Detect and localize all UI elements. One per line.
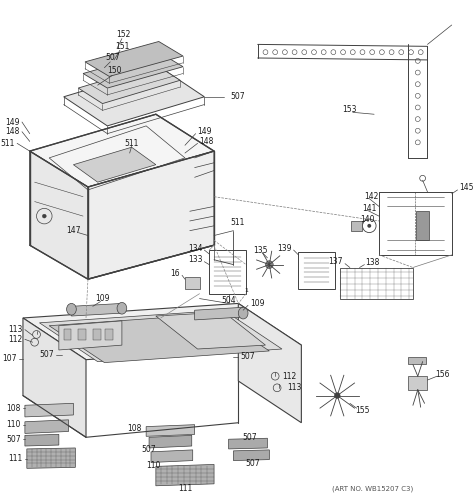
Text: 113: 113 xyxy=(287,384,301,392)
Text: 108: 108 xyxy=(7,404,21,413)
Polygon shape xyxy=(25,403,73,417)
Text: 135: 135 xyxy=(254,245,268,255)
Bar xyxy=(105,329,113,340)
Text: 111: 111 xyxy=(9,454,23,463)
Text: 138: 138 xyxy=(365,258,379,267)
Circle shape xyxy=(265,261,273,269)
Text: 145: 145 xyxy=(459,182,474,192)
Bar xyxy=(78,329,86,340)
Circle shape xyxy=(367,224,371,228)
Text: 149: 149 xyxy=(198,127,212,136)
Text: 111: 111 xyxy=(178,484,192,493)
Text: 112: 112 xyxy=(9,335,23,344)
Bar xyxy=(416,211,429,240)
Polygon shape xyxy=(25,434,59,446)
Bar xyxy=(408,376,428,390)
Ellipse shape xyxy=(67,303,76,315)
Text: 507: 507 xyxy=(6,435,21,444)
Bar xyxy=(185,277,200,289)
Text: (ART NO. WB15207 C3): (ART NO. WB15207 C3) xyxy=(332,485,413,492)
Bar xyxy=(351,221,363,231)
Polygon shape xyxy=(30,151,88,279)
Text: 147: 147 xyxy=(66,226,81,235)
Polygon shape xyxy=(195,307,243,320)
Text: 149: 149 xyxy=(6,117,20,127)
Text: 139: 139 xyxy=(277,243,292,253)
Text: 148: 148 xyxy=(200,137,214,146)
Text: 507: 507 xyxy=(230,92,245,101)
Text: 504: 504 xyxy=(221,296,236,305)
Polygon shape xyxy=(151,450,193,463)
Text: 110: 110 xyxy=(7,420,21,429)
Polygon shape xyxy=(78,65,180,104)
Ellipse shape xyxy=(117,302,127,314)
Bar xyxy=(93,329,100,340)
Text: 133: 133 xyxy=(188,255,202,264)
Text: 152: 152 xyxy=(117,30,131,39)
Polygon shape xyxy=(59,321,122,350)
Text: 1: 1 xyxy=(244,288,248,293)
Circle shape xyxy=(42,214,46,218)
Polygon shape xyxy=(156,465,214,486)
Text: 507: 507 xyxy=(105,53,119,62)
Text: 507: 507 xyxy=(246,459,260,468)
Bar xyxy=(408,357,426,363)
Circle shape xyxy=(334,393,340,399)
Text: 150: 150 xyxy=(107,66,121,75)
Polygon shape xyxy=(64,68,204,126)
Text: 148: 148 xyxy=(6,127,20,136)
Text: 109: 109 xyxy=(250,299,264,308)
Text: 507: 507 xyxy=(39,350,54,359)
Text: 141: 141 xyxy=(363,204,377,213)
Text: 153: 153 xyxy=(343,105,357,114)
Polygon shape xyxy=(25,420,69,433)
Text: 511: 511 xyxy=(124,139,139,148)
Text: 142: 142 xyxy=(365,192,379,201)
Text: 156: 156 xyxy=(435,370,449,379)
Polygon shape xyxy=(73,147,156,182)
Text: 511: 511 xyxy=(1,139,15,148)
Text: 511: 511 xyxy=(230,218,245,227)
Polygon shape xyxy=(85,41,183,77)
Text: 140: 140 xyxy=(361,215,375,223)
Polygon shape xyxy=(49,314,269,362)
Text: 155: 155 xyxy=(355,406,370,415)
Text: 134: 134 xyxy=(188,243,202,253)
Polygon shape xyxy=(156,312,265,349)
Polygon shape xyxy=(238,303,301,423)
Text: 151: 151 xyxy=(115,42,129,51)
Polygon shape xyxy=(228,438,267,449)
Polygon shape xyxy=(23,318,86,437)
Text: 507: 507 xyxy=(240,352,255,361)
Text: 110: 110 xyxy=(146,461,160,470)
Polygon shape xyxy=(83,52,183,88)
Bar xyxy=(64,329,72,340)
Text: 113: 113 xyxy=(9,325,23,334)
Text: 507: 507 xyxy=(142,446,156,455)
Text: 107: 107 xyxy=(3,354,17,363)
Polygon shape xyxy=(30,114,214,187)
Polygon shape xyxy=(23,303,301,360)
Polygon shape xyxy=(149,435,192,448)
Text: 109: 109 xyxy=(95,294,110,303)
Text: 108: 108 xyxy=(127,424,141,433)
Polygon shape xyxy=(39,310,282,361)
Polygon shape xyxy=(234,450,269,461)
Text: 16: 16 xyxy=(171,269,180,278)
Polygon shape xyxy=(146,425,195,436)
Text: 507: 507 xyxy=(243,433,257,442)
Polygon shape xyxy=(27,448,75,468)
Text: 112: 112 xyxy=(282,371,296,381)
Polygon shape xyxy=(72,303,122,316)
Text: 137: 137 xyxy=(328,257,343,266)
Ellipse shape xyxy=(238,307,248,319)
Polygon shape xyxy=(88,151,214,279)
